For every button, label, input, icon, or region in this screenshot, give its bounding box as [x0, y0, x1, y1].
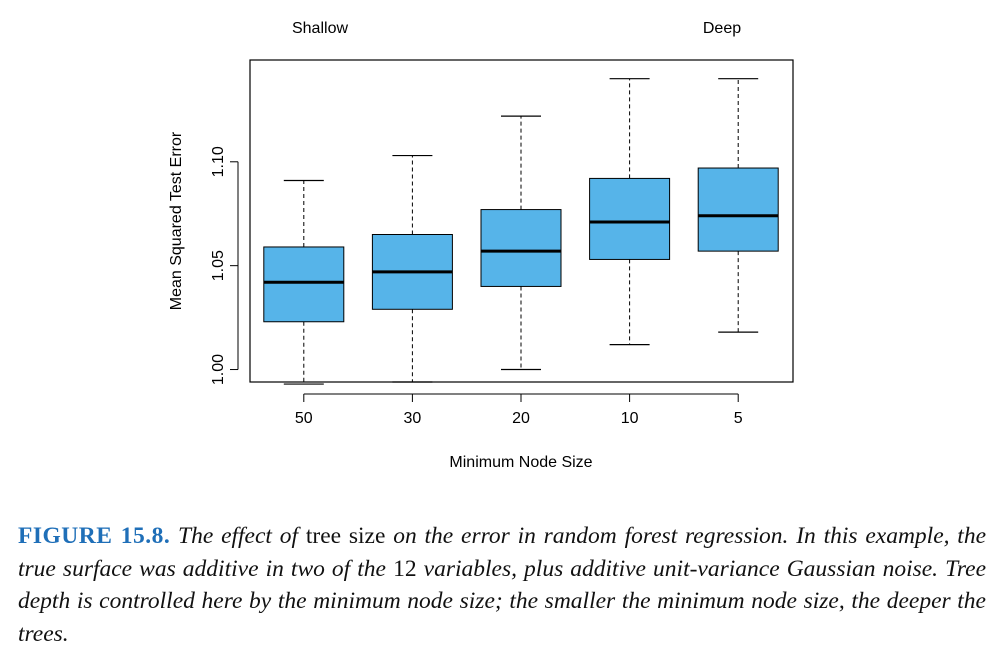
box-30: [371, 154, 453, 383]
x-axis: 50 30 20 10 5: [295, 393, 743, 427]
annotation-shallow: Shallow: [292, 20, 348, 37]
caption-text-1: The effect of: [178, 523, 299, 549]
caption-text-4: 12: [393, 555, 417, 582]
x-tick-label: 10: [621, 410, 639, 427]
x-axis-label: Minimum Node Size: [449, 454, 592, 471]
box-20: [480, 115, 562, 371]
annotation-deep: Deep: [703, 20, 741, 37]
y-tick-label: 1.10: [210, 146, 227, 177]
box-body: [589, 177, 671, 260]
figure-caption: FIGURE 15.8. The effect of tree size on …: [18, 520, 986, 650]
box-50: [263, 179, 345, 385]
caption-text-2: tree size: [305, 523, 386, 549]
plot-frame: [249, 59, 794, 383]
box-body: [480, 209, 562, 287]
x-tick-label: 5: [734, 410, 743, 427]
caption-text-3: on the error in random forest regression…: [18, 523, 987, 582]
box-body: [263, 246, 345, 323]
x-tick-label: 20: [512, 410, 530, 427]
x-tick-label: 30: [404, 410, 422, 427]
y-axis: 1.00 1.05 1.10: [210, 146, 239, 385]
x-tick-label: 50: [295, 410, 313, 427]
figure-label: FIGURE 15.8.: [18, 523, 171, 549]
y-axis-label: Mean Squared Test Error: [168, 131, 185, 310]
y-tick-label: 1.05: [210, 250, 227, 281]
box-5: [697, 78, 779, 333]
box-plot: 1.00 1.05 1.10 50 30 20 10 5 Minimum Node Size…: [168, 20, 794, 471]
caption-text-5: variables, plus additive unit-variance G…: [18, 555, 987, 647]
box-10: [589, 78, 671, 346]
y-tick-label: 1.00: [210, 354, 227, 385]
box-body: [697, 167, 779, 252]
boxes-layer: [263, 78, 779, 385]
